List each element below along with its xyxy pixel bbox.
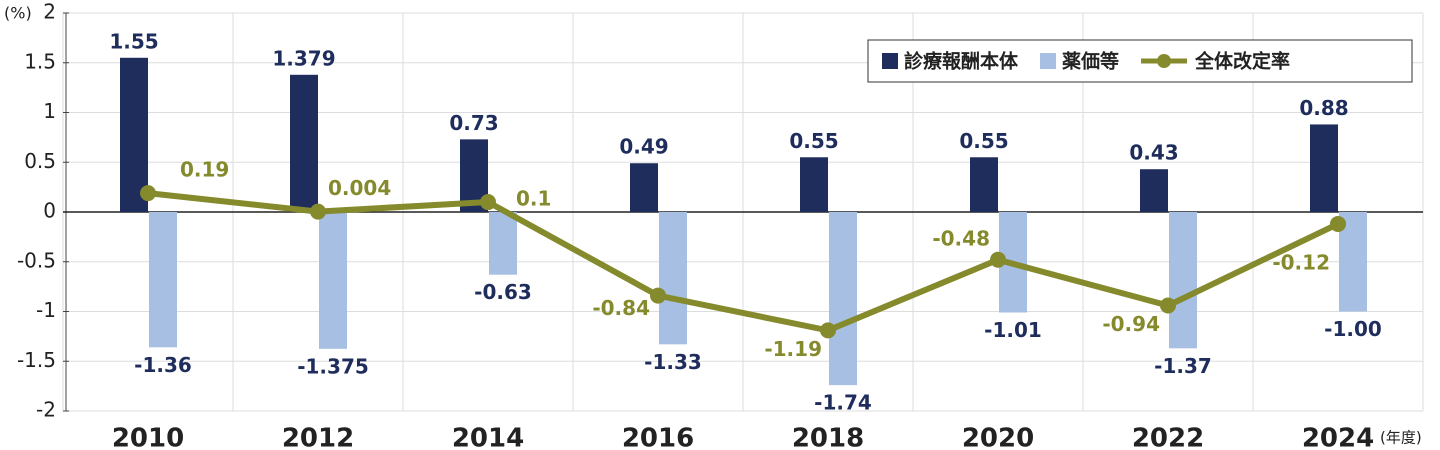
data-label: -1.36 bbox=[134, 353, 192, 377]
data-label: 1.379 bbox=[272, 46, 335, 70]
y-tick-label: -1.5 bbox=[17, 348, 56, 372]
legend-swatch bbox=[1040, 53, 1057, 69]
data-label: -1.01 bbox=[984, 318, 1042, 342]
legend-dot bbox=[1157, 54, 1172, 68]
x-tick-label: 2022 bbox=[1132, 424, 1204, 450]
data-label: -1.74 bbox=[814, 391, 872, 415]
bar bbox=[659, 212, 687, 345]
data-label: -1.19 bbox=[764, 337, 822, 361]
data-label: -1.37 bbox=[1154, 354, 1212, 378]
x-tick-label: 2024 bbox=[1302, 424, 1374, 450]
line bbox=[147, 190, 1340, 334]
bar bbox=[1169, 212, 1197, 349]
bar bbox=[489, 212, 517, 275]
line-point bbox=[310, 203, 326, 220]
legend-label: 薬価等 bbox=[1061, 50, 1119, 73]
x-tick-label: 2018 bbox=[792, 424, 864, 450]
legend-label: 診療報酬本体 bbox=[904, 50, 1019, 73]
data-label: 0.49 bbox=[619, 135, 668, 159]
y-tick-label: 1 bbox=[43, 99, 56, 123]
y-tick-label: -1 bbox=[36, 298, 56, 322]
data-label: -0.48 bbox=[932, 226, 990, 250]
data-label: -0.63 bbox=[474, 280, 532, 304]
x-tick-label: 2016 bbox=[622, 424, 694, 450]
data-label: -1.00 bbox=[1324, 317, 1382, 341]
line-point bbox=[820, 322, 836, 339]
bar bbox=[829, 212, 857, 386]
data-label: -0.94 bbox=[1102, 312, 1160, 336]
legend-box bbox=[867, 39, 1413, 83]
y-tick-label: -0.5 bbox=[17, 248, 56, 272]
bar bbox=[630, 163, 658, 212]
data-label: 0.004 bbox=[328, 176, 391, 200]
y-tick-label: 2 bbox=[43, 0, 56, 24]
legend-label: 全体改定率 bbox=[1194, 50, 1290, 73]
bar bbox=[1310, 124, 1338, 212]
bar bbox=[800, 157, 828, 212]
line-point bbox=[1330, 215, 1346, 232]
line-point bbox=[990, 251, 1006, 268]
data-label: -0.12 bbox=[1272, 250, 1330, 274]
data-label: -1.33 bbox=[644, 350, 702, 374]
data-label: 0.88 bbox=[1299, 96, 1348, 120]
y-tick-label: 0.5 bbox=[24, 149, 56, 173]
x-tick-label: 2010 bbox=[112, 424, 184, 450]
bar bbox=[1140, 169, 1168, 212]
bar bbox=[319, 212, 347, 349]
data-label: 0.19 bbox=[180, 158, 229, 182]
bar bbox=[149, 212, 177, 348]
x-tick-label: 2020 bbox=[962, 424, 1034, 450]
x-unit: (年度) bbox=[1380, 429, 1422, 447]
line-point bbox=[480, 194, 496, 211]
data-label: 0.1 bbox=[516, 187, 551, 211]
legend-swatch bbox=[882, 53, 898, 69]
bar bbox=[970, 157, 998, 212]
data-label: -0.84 bbox=[592, 296, 650, 320]
bar bbox=[290, 74, 318, 213]
data-label: 0.55 bbox=[789, 129, 838, 153]
y-tick-label: 1.5 bbox=[24, 49, 56, 73]
line-point bbox=[650, 287, 666, 304]
y-tick-label: -2 bbox=[36, 398, 56, 422]
x-tick-label: 2014 bbox=[452, 424, 524, 450]
bar bbox=[120, 57, 148, 213]
data-label: -1.375 bbox=[297, 354, 369, 378]
y-tick-label: 0 bbox=[43, 199, 56, 223]
line-point bbox=[140, 185, 156, 202]
x-tick-label: 2012 bbox=[282, 424, 354, 450]
data-label: 0.73 bbox=[449, 111, 498, 135]
line-point bbox=[1160, 297, 1176, 314]
data-label: 0.43 bbox=[1129, 141, 1178, 165]
data-label: 1.55 bbox=[109, 29, 158, 53]
data-label: 0.55 bbox=[959, 129, 1008, 153]
y-unit: (%) bbox=[4, 4, 32, 23]
legend: 診療報酬本体 薬価等 全体改定率 bbox=[867, 39, 1413, 83]
